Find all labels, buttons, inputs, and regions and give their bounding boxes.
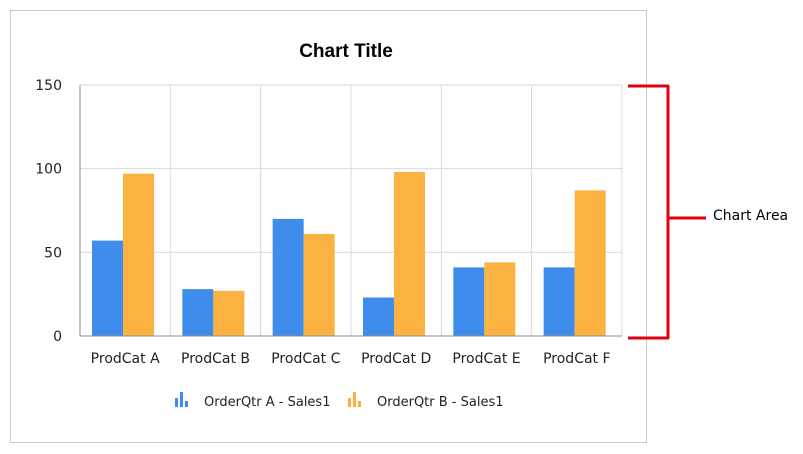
x-tick-label: ProdCat E xyxy=(452,351,520,367)
legend-label: OrderQtr A - Sales1 xyxy=(204,395,330,410)
legend-item[interactable]: OrderQtr A - Sales1 xyxy=(175,392,330,410)
bar-series-a[interactable] xyxy=(272,218,304,336)
chart-title: Chart Title xyxy=(299,41,393,62)
y-tick-label: 0 xyxy=(53,329,62,345)
bar-series-b[interactable] xyxy=(213,290,245,336)
x-tick-label: ProdCat A xyxy=(91,351,160,367)
bar-chart-icon xyxy=(348,392,361,407)
legend: OrderQtr A - Sales1 OrderQtr B - Sales1 xyxy=(175,392,504,410)
x-tick-label: ProdCat C xyxy=(271,351,340,367)
chart-area-frame xyxy=(10,10,647,443)
bar-series-a[interactable] xyxy=(182,289,214,336)
chart-area-annotation: Chart Area xyxy=(628,84,788,340)
y-tick-label: 50 xyxy=(44,245,62,261)
legend-label: OrderQtr B - Sales1 xyxy=(377,395,504,410)
x-tick-label: ProdCat D xyxy=(361,351,431,367)
bar-series-a[interactable] xyxy=(453,267,485,336)
bar-series-b[interactable] xyxy=(394,172,425,336)
bar-chart-icon xyxy=(175,392,188,407)
chart-area-label: Chart Area xyxy=(713,208,788,224)
y-tick-label: 150 xyxy=(35,78,62,94)
gridlines xyxy=(80,84,623,336)
bracket-line xyxy=(628,84,670,340)
bar-series-b[interactable] xyxy=(303,233,335,336)
axes: 0 50 100 150 ProdCat A ProdCat B ProdCat C Prod… xyxy=(35,78,622,367)
x-tick-label: ProdCat F xyxy=(543,351,610,367)
bar-series-a[interactable] xyxy=(92,240,123,336)
legend-item[interactable]: OrderQtr B - Sales1 xyxy=(348,392,504,410)
bar-series-a[interactable] xyxy=(543,267,575,336)
y-tick-label: 100 xyxy=(35,162,62,178)
bars xyxy=(92,172,606,336)
bar-series-a[interactable] xyxy=(363,297,394,336)
bar-series-b[interactable] xyxy=(123,173,154,336)
x-tick-label: ProdCat B xyxy=(181,351,250,367)
bar-series-b[interactable] xyxy=(574,190,606,336)
bar-series-b[interactable] xyxy=(484,262,516,336)
